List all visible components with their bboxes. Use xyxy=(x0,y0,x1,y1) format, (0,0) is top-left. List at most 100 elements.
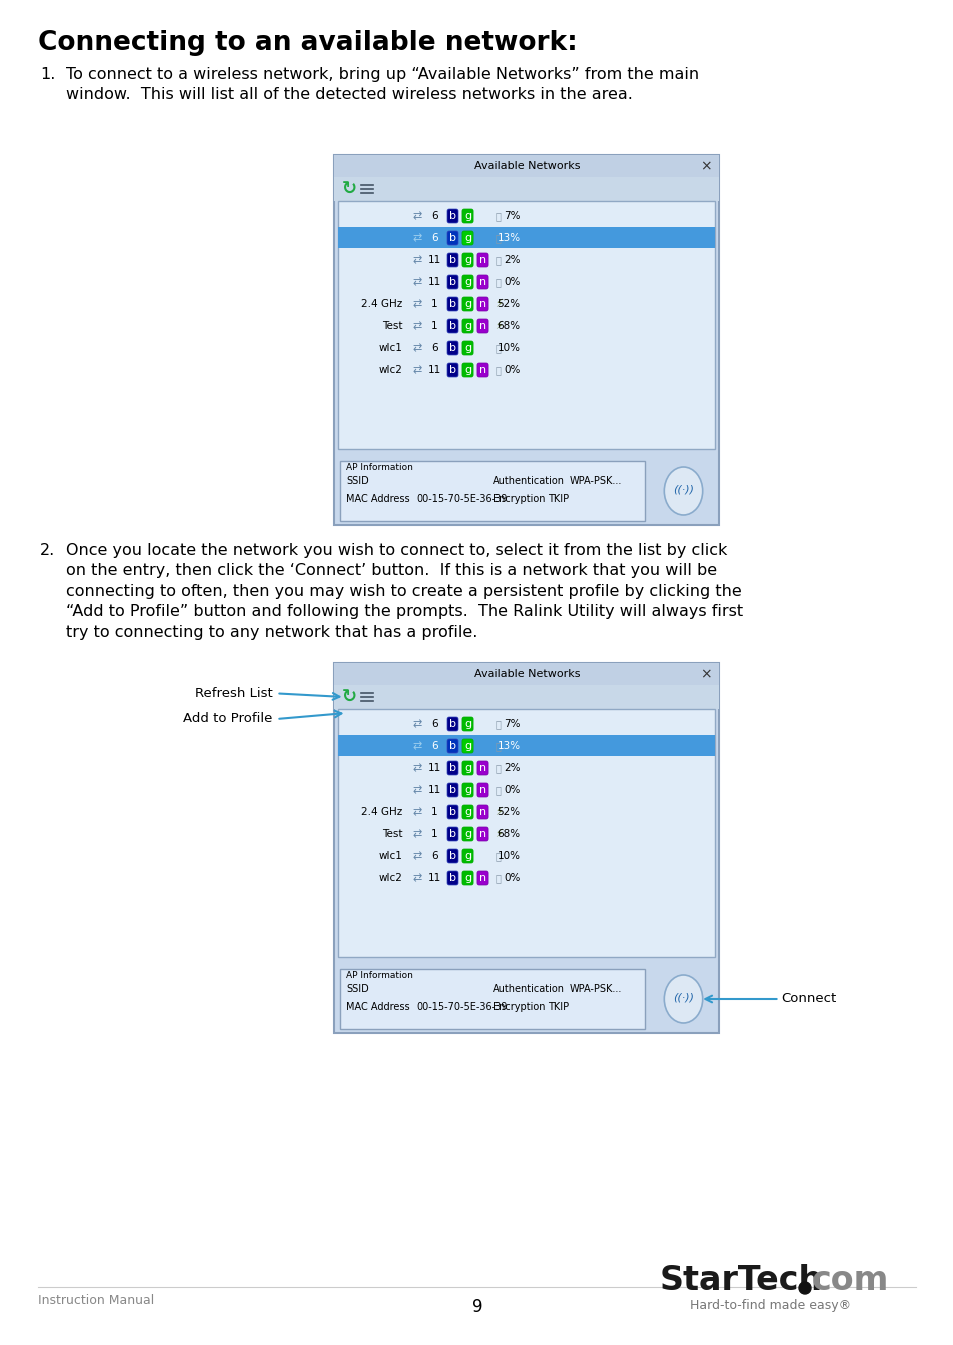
Text: g: g xyxy=(463,364,471,375)
Text: n: n xyxy=(478,321,485,331)
Text: n: n xyxy=(478,763,485,773)
FancyBboxPatch shape xyxy=(338,709,715,958)
Text: wlc1: wlc1 xyxy=(378,343,402,352)
Text: g: g xyxy=(463,807,471,816)
Text: 🗝: 🗝 xyxy=(495,277,501,286)
Text: b: b xyxy=(449,233,456,243)
Text: ((·)): ((·)) xyxy=(672,484,693,494)
FancyBboxPatch shape xyxy=(338,200,715,449)
Text: b: b xyxy=(449,741,456,751)
Text: 🗝: 🗝 xyxy=(495,233,501,243)
Text: 1: 1 xyxy=(431,321,437,331)
Text: 6: 6 xyxy=(431,343,437,352)
Text: ⇄: ⇄ xyxy=(413,807,422,816)
Text: ⇄: ⇄ xyxy=(413,211,422,221)
Text: 🗝: 🗝 xyxy=(495,851,501,861)
Text: g: g xyxy=(463,277,471,286)
Text: 2.: 2. xyxy=(40,543,55,558)
Text: 11: 11 xyxy=(428,785,440,795)
FancyBboxPatch shape xyxy=(340,461,645,521)
Text: ⇄: ⇄ xyxy=(413,829,422,839)
Text: 🗝: 🗝 xyxy=(495,720,501,729)
FancyBboxPatch shape xyxy=(335,178,719,200)
Text: 6: 6 xyxy=(431,720,437,729)
Text: 68%: 68% xyxy=(497,829,520,839)
Text: 11: 11 xyxy=(428,364,440,375)
Text: b: b xyxy=(449,211,456,221)
Text: Encryption: Encryption xyxy=(493,1002,545,1011)
Text: WPA-PSK...: WPA-PSK... xyxy=(569,985,621,994)
Ellipse shape xyxy=(663,467,702,515)
Text: 10%: 10% xyxy=(497,343,520,352)
Text: ⇄: ⇄ xyxy=(413,785,422,795)
Text: g: g xyxy=(463,720,471,729)
Text: MAC Address: MAC Address xyxy=(346,494,410,504)
Text: SSID: SSID xyxy=(346,476,369,486)
Text: 1: 1 xyxy=(431,299,437,309)
FancyBboxPatch shape xyxy=(335,663,719,1033)
Text: 1.: 1. xyxy=(40,67,55,82)
Text: g: g xyxy=(463,763,471,773)
Text: Authentication: Authentication xyxy=(493,476,564,486)
Text: n: n xyxy=(478,873,485,884)
Text: n: n xyxy=(478,299,485,309)
Text: 68%: 68% xyxy=(497,321,520,331)
Text: 6: 6 xyxy=(431,233,437,243)
Text: ↻: ↻ xyxy=(341,180,356,198)
Text: Hard-to-find made easy®: Hard-to-find made easy® xyxy=(689,1298,850,1311)
Text: b: b xyxy=(449,277,456,286)
Text: Authentication: Authentication xyxy=(493,985,564,994)
Text: 1: 1 xyxy=(431,807,437,816)
Text: ⇄: ⇄ xyxy=(413,343,422,352)
Text: Once you locate the network you wish to connect to, select it from the list by c: Once you locate the network you wish to … xyxy=(66,543,742,640)
Text: ⚡: ⚡ xyxy=(494,829,502,839)
Text: 9: 9 xyxy=(471,1298,482,1315)
Circle shape xyxy=(799,1282,810,1294)
Text: n: n xyxy=(478,785,485,795)
Text: StarTech: StarTech xyxy=(659,1263,822,1297)
FancyBboxPatch shape xyxy=(335,685,719,709)
Text: n: n xyxy=(478,807,485,816)
Text: 6: 6 xyxy=(431,851,437,861)
Text: Encryption: Encryption xyxy=(493,494,545,504)
Text: wlc2: wlc2 xyxy=(378,873,402,884)
Text: TKIP: TKIP xyxy=(547,1002,568,1011)
Text: g: g xyxy=(463,873,471,884)
Text: 🗝: 🗝 xyxy=(495,364,501,375)
Text: b: b xyxy=(449,256,456,265)
Text: ⇄: ⇄ xyxy=(413,741,422,751)
Text: ⇄: ⇄ xyxy=(413,299,422,309)
Text: n: n xyxy=(478,829,485,839)
Text: ⚡: ⚡ xyxy=(494,321,502,331)
Text: 🗝: 🗝 xyxy=(495,211,501,221)
Text: 0%: 0% xyxy=(503,785,520,795)
Text: g: g xyxy=(463,785,471,795)
Text: g: g xyxy=(463,343,471,352)
Text: b: b xyxy=(449,763,456,773)
Text: g: g xyxy=(463,321,471,331)
Text: ⇄: ⇄ xyxy=(413,851,422,861)
Text: 1: 1 xyxy=(431,829,437,839)
Text: g: g xyxy=(463,851,471,861)
Text: ((·)): ((·)) xyxy=(672,993,693,1002)
Text: 🗝: 🗝 xyxy=(495,785,501,795)
FancyBboxPatch shape xyxy=(340,968,645,1029)
Text: ×: × xyxy=(699,159,711,174)
Text: b: b xyxy=(449,343,456,352)
Text: wlc2: wlc2 xyxy=(378,364,402,375)
Text: b: b xyxy=(449,829,456,839)
Text: 10%: 10% xyxy=(497,851,520,861)
Text: Available Networks: Available Networks xyxy=(474,161,579,171)
Text: g: g xyxy=(463,211,471,221)
Text: 11: 11 xyxy=(428,277,440,286)
Text: ⇄: ⇄ xyxy=(413,873,422,884)
Text: b: b xyxy=(449,364,456,375)
Text: ⚡: ⚡ xyxy=(494,299,502,309)
Text: 7%: 7% xyxy=(503,720,520,729)
Text: WPA-PSK...: WPA-PSK... xyxy=(569,476,621,486)
Text: ⚡: ⚡ xyxy=(494,807,502,816)
Text: Connecting to an available network:: Connecting to an available network: xyxy=(38,30,578,56)
Text: 00-15-70-5E-36-39: 00-15-70-5E-36-39 xyxy=(416,494,507,504)
Text: ⇄: ⇄ xyxy=(413,720,422,729)
FancyBboxPatch shape xyxy=(335,155,719,178)
